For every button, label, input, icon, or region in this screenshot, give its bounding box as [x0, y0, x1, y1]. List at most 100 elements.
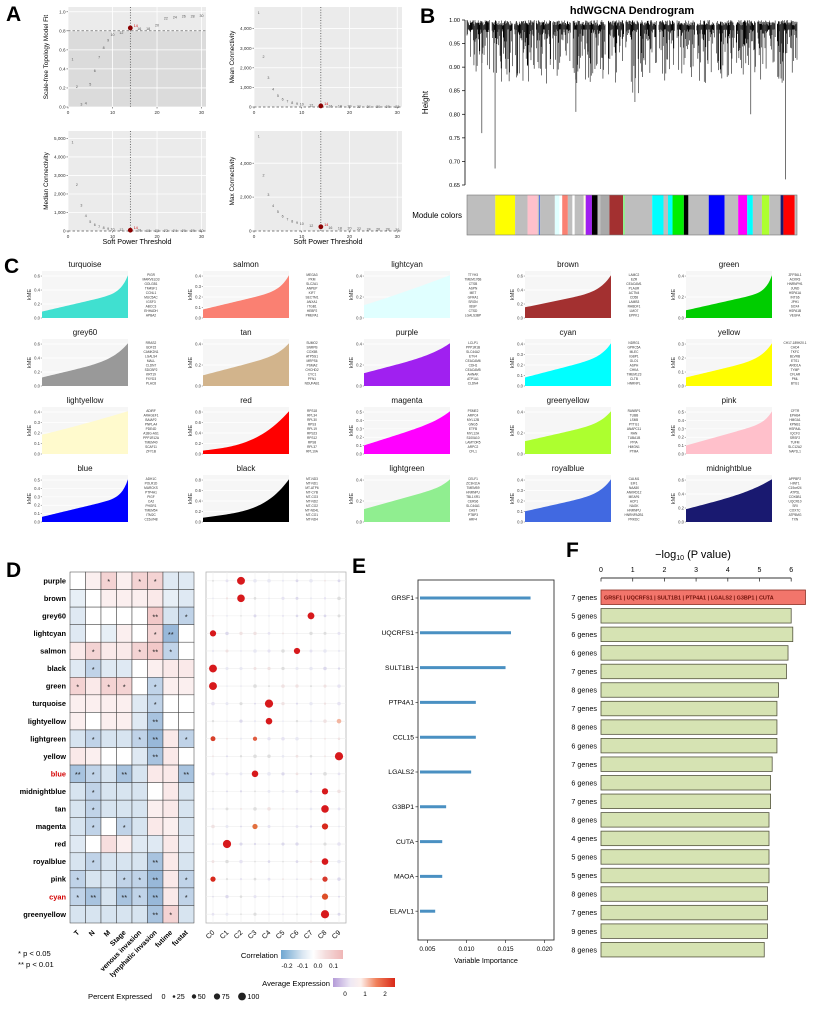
svg-text:9: 9 — [296, 102, 298, 106]
dotplot-row-green — [209, 682, 341, 691]
kme-plot-green: green 0.4 0.2 0.0 kME ZFP36L1ACKR3HNRNPH1JUND… — [671, 260, 803, 321]
row-label-lightyellow: lightyellow — [28, 717, 66, 726]
kme-plot-salmon: salmon0.40.30.20.10.0kMEMEGA3PKMSLC2A1AN… — [188, 260, 319, 321]
svg-text:0.6: 0.6 — [59, 47, 66, 52]
svg-text:28: 28 — [386, 228, 390, 232]
svg-text:ZFY1B: ZFY1B — [146, 450, 156, 454]
svg-text:ACTN4: ACTN4 — [629, 291, 640, 295]
signature-bar — [600, 904, 768, 921]
pvalue-bars-plot: −log10 (P value) 0 1 2 3 4 5 6 7 genes GRSF1 | UQ… — [571, 549, 806, 958]
svg-text:0.5: 0.5 — [34, 478, 40, 483]
heatmap-row-green: * * * * — [69, 677, 195, 696]
svg-text:20: 20 — [155, 23, 159, 27]
svg-text:RHBDF1: RHBDF1 — [628, 305, 641, 309]
svg-text:ETFB: ETFB — [469, 427, 477, 431]
svg-text:MEGA3: MEGA3 — [306, 273, 317, 277]
svg-text:PFN1: PFN1 — [308, 377, 316, 381]
signature-bar — [600, 737, 778, 754]
dotplot-row-yellow — [212, 752, 344, 761]
svg-text:SLC2A1: SLC2A1 — [306, 282, 318, 286]
svg-text:0.0: 0.0 — [356, 384, 362, 389]
hub-gene-list-grey60: RRAS2GDF15CAMK2N1LGALS4MALLCLDN7SDCBP2KR… — [143, 341, 158, 386]
svg-text:HNRNPU: HNRNPU — [466, 491, 480, 495]
svg-text:3: 3 — [80, 102, 82, 106]
svg-text:0.4: 0.4 — [195, 342, 201, 347]
svg-text:10: 10 — [111, 33, 115, 37]
svg-text:ATP5G1: ATP5G1 — [306, 355, 318, 359]
svg-text:50: 50 — [198, 992, 206, 1001]
svg-text:0.3: 0.3 — [678, 342, 684, 347]
svg-text:GLO1: GLO1 — [630, 359, 639, 363]
svg-text:0.2: 0.2 — [517, 363, 523, 368]
svg-text:HSPA4L: HSPA4L — [789, 427, 801, 431]
svg-text:PNPLA4: PNPLA4 — [145, 423, 157, 427]
gene-count-label: 7 genes — [571, 667, 597, 676]
svg-text:18: 18 — [338, 226, 342, 230]
svg-text:0: 0 — [253, 110, 256, 115]
svg-text:0.2: 0.2 — [59, 86, 66, 91]
svg-text:0.8: 0.8 — [195, 478, 201, 483]
svg-text:MT-ND4L: MT-ND4L — [305, 509, 319, 513]
svg-text:20: 20 — [347, 227, 351, 231]
svg-text:2: 2 — [263, 173, 265, 177]
svg-text:TUBB: TUBB — [630, 414, 639, 418]
svg-text:blue: blue — [77, 464, 93, 473]
svg-text:4: 4 — [272, 204, 274, 208]
svg-text:0.0: 0.0 — [34, 384, 40, 389]
heatmap-row-pink: * * * ** * — [69, 870, 195, 889]
svg-text:VEGFA: VEGFA — [790, 314, 802, 318]
svg-text:*: * — [185, 612, 188, 621]
svg-text:TXN: TXN — [792, 518, 799, 522]
svg-text:LMO7: LMO7 — [630, 309, 639, 313]
svg-text:*: * — [123, 876, 126, 885]
svg-text:grey60: grey60 — [73, 328, 98, 337]
hub-gene-list-magenta: PSME2ARPC4MYL12BGNG5ETFBMYL12AS100A10LAM… — [466, 409, 481, 454]
svg-text:25: 25 — [177, 992, 185, 1001]
svg-text:*: * — [138, 893, 141, 902]
svg-text:*: * — [76, 893, 79, 902]
svg-text:EIF1: EIF1 — [631, 482, 638, 486]
svg-text:RPS18: RPS18 — [307, 409, 317, 413]
svg-text:1: 1 — [71, 58, 73, 62]
svg-text:CCNL1: CCNL1 — [146, 291, 157, 295]
panel-label-b: B — [420, 5, 436, 28]
gene-count-label: 9 genes — [571, 927, 597, 936]
svg-text:ADIRF: ADIRF — [146, 409, 156, 413]
signature-bar — [600, 942, 765, 958]
svg-text:ADH1C: ADH1C — [146, 477, 158, 481]
svg-text:Max Connectivity: Max Connectivity — [229, 156, 236, 205]
svg-text:LCLP1: LCLP1 — [468, 341, 478, 345]
kme-area-black — [203, 479, 289, 522]
heatmap-row-yellow: ** — [69, 747, 195, 766]
svg-text:0.1: 0.1 — [517, 509, 523, 514]
svg-text:TM4SF1: TM4SF1 — [145, 287, 157, 291]
svg-text:Median Connectivity: Median Connectivity — [43, 151, 50, 209]
svg-text:GPRC5A: GPRC5A — [627, 346, 641, 350]
dotplot-row-magenta — [211, 823, 340, 830]
signature-bar — [600, 867, 770, 884]
signature-bar — [600, 663, 787, 680]
gene-count-label: 6 genes — [571, 630, 597, 639]
signature-bar — [600, 849, 770, 865]
svg-text:0.2: 0.2 — [678, 506, 684, 511]
svg-text:30: 30 — [199, 234, 205, 239]
gene-count-label: 6 genes — [571, 649, 597, 658]
svg-text:*: * — [154, 630, 157, 639]
svg-text:4,000: 4,000 — [240, 161, 252, 166]
svg-text:0.3: 0.3 — [678, 426, 684, 431]
gene-count-label: 5 genes — [571, 853, 597, 862]
svg-text:lightyellow: lightyellow — [67, 396, 104, 405]
svg-text:TKFC: TKFC — [791, 350, 800, 354]
svg-text:HINT1: HINT1 — [790, 482, 799, 486]
svg-text:8: 8 — [291, 219, 293, 223]
svg-text:ABCC3: ABCC3 — [146, 305, 157, 309]
svg-text:0.015: 0.015 — [498, 946, 514, 953]
svg-text:IGSF3: IGSF3 — [146, 300, 155, 304]
svg-text:22: 22 — [357, 105, 361, 109]
svg-text:kME: kME — [27, 425, 33, 436]
row-label-magenta: magenta — [36, 822, 67, 831]
pvalue-legend-2: ** p < 0.01 — [18, 960, 54, 969]
svg-text:CD58: CD58 — [630, 296, 638, 300]
svg-text:ZC3H11A: ZC3H11A — [466, 482, 481, 486]
